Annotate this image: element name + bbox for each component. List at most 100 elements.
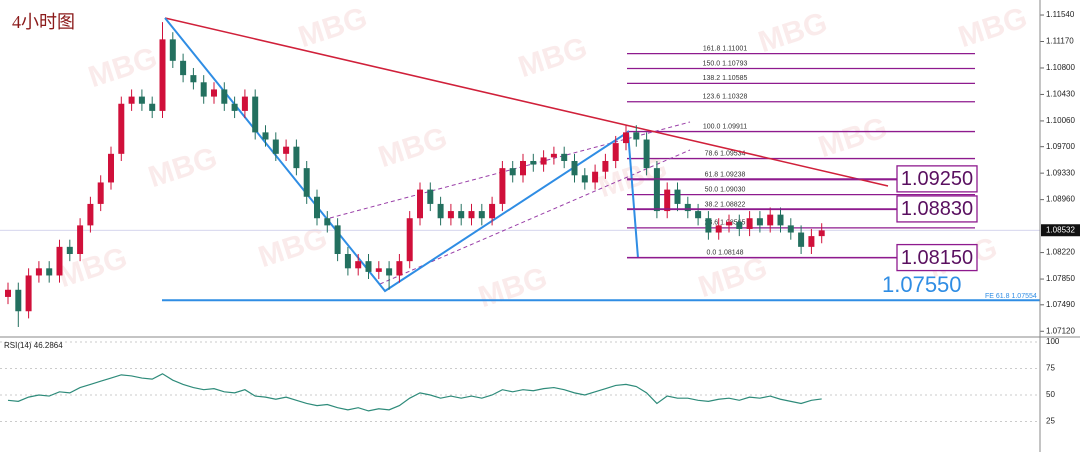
candle-body xyxy=(736,221,743,229)
y-tick-label: 100 xyxy=(1046,337,1060,346)
candle-body xyxy=(231,103,238,111)
candle-body xyxy=(520,160,526,176)
candle-body xyxy=(715,225,722,233)
candle-body xyxy=(695,211,702,219)
y-tick-label: 1.07490 xyxy=(1046,300,1075,309)
candle-body xyxy=(787,225,794,233)
rsi-line xyxy=(7,373,822,412)
candle-body xyxy=(581,175,588,183)
candle-body xyxy=(169,39,176,61)
candle-body xyxy=(633,132,640,140)
level-label: 1.08150 xyxy=(901,247,973,269)
candle-body xyxy=(5,289,11,297)
candle-body xyxy=(324,218,331,226)
candle-body xyxy=(56,246,63,276)
y-tick-label: 1.08220 xyxy=(1046,248,1075,257)
candle-body xyxy=(499,168,506,204)
candle-body xyxy=(458,211,465,219)
candle-body xyxy=(427,189,434,204)
candle-body xyxy=(808,236,815,247)
channel-line xyxy=(379,149,691,285)
candle-body xyxy=(303,168,310,197)
y-tick-label: 1.07120 xyxy=(1046,326,1075,335)
y-tick-label: 25 xyxy=(1046,417,1055,426)
candle-body xyxy=(684,203,691,212)
candle-body xyxy=(396,261,403,276)
candle-body xyxy=(540,157,547,165)
candle-body xyxy=(612,143,619,161)
fib-label: 50.0 1.09030 xyxy=(705,186,746,193)
candle-body xyxy=(334,225,341,255)
candle-body xyxy=(509,168,516,176)
y-tick-label: 1.07850 xyxy=(1046,274,1075,283)
rsi-title: RSI(14) 46.2864 xyxy=(4,341,63,350)
candle-body xyxy=(571,160,578,176)
candle-body xyxy=(365,261,372,272)
candle-body xyxy=(180,60,187,76)
candle-body xyxy=(252,96,259,133)
candle-body xyxy=(386,268,393,276)
y-tick-label: 1.10060 xyxy=(1046,116,1075,125)
level-box xyxy=(896,165,978,193)
y-tick-label: 1.10800 xyxy=(1046,63,1075,72)
fib-label: 123.6 1.10328 xyxy=(703,94,748,101)
level-box xyxy=(896,243,978,272)
candle-body xyxy=(211,89,217,97)
fib-label: 150.0 1.10793 xyxy=(703,60,748,67)
candle-body xyxy=(15,289,22,312)
candle-body xyxy=(128,96,135,104)
last-price-box xyxy=(1041,224,1080,237)
candle-body xyxy=(798,232,805,247)
candle-body xyxy=(221,89,228,104)
fib-label: 100.0 1.09911 xyxy=(703,123,747,130)
fe-big-label: 1.07550 xyxy=(882,272,962,297)
candle-body xyxy=(77,225,84,255)
candle-body xyxy=(87,203,94,226)
candle-body xyxy=(705,218,712,233)
y-tick-label: 1.10430 xyxy=(1046,90,1075,99)
level-label: 1.09250 xyxy=(901,168,973,190)
candle-body xyxy=(447,211,454,219)
candle-body xyxy=(283,146,290,154)
fib-label: 78.6 1.09534 xyxy=(705,150,746,157)
candle-body xyxy=(489,203,496,219)
drawings xyxy=(164,17,889,293)
y-tick-label: 1.11540 xyxy=(1046,10,1075,19)
candle-body xyxy=(200,82,207,97)
level-box xyxy=(896,195,978,223)
fib-label: 23.6 1.08565 xyxy=(705,220,746,227)
last-price-label: 1.08532 xyxy=(1046,225,1075,234)
candle-body xyxy=(25,275,32,312)
candle-body xyxy=(66,246,73,255)
fib-label: 0.0 1.08148 xyxy=(707,250,744,257)
candle-body xyxy=(159,39,166,111)
zigzag-line xyxy=(164,17,639,293)
candle-body xyxy=(530,160,537,165)
fib-label: 38.2 1.08822 xyxy=(705,201,746,208)
candle-body xyxy=(437,203,444,219)
candle-body xyxy=(35,268,42,276)
fib-label: 61.8 1.09238 xyxy=(705,172,746,179)
candle-body xyxy=(138,96,145,104)
y-tick-label: 1.09700 xyxy=(1046,142,1075,151)
channel-line xyxy=(329,121,691,219)
y-tick-label: 50 xyxy=(1046,390,1055,399)
candle-body xyxy=(272,139,279,154)
level-label: 1.08830 xyxy=(901,198,973,220)
candle-body xyxy=(756,218,763,226)
candle-body xyxy=(643,139,650,169)
candle-body xyxy=(478,211,485,219)
candle-body xyxy=(97,182,104,204)
trend-line xyxy=(164,17,889,187)
candle-body xyxy=(344,254,351,269)
candle-body xyxy=(108,153,114,183)
y-tick-label: 1.09330 xyxy=(1046,168,1075,177)
candle-body xyxy=(561,153,568,161)
candle-body xyxy=(746,218,753,229)
candle-body xyxy=(417,189,423,219)
candle-body xyxy=(550,153,557,158)
candle-body xyxy=(314,196,320,219)
